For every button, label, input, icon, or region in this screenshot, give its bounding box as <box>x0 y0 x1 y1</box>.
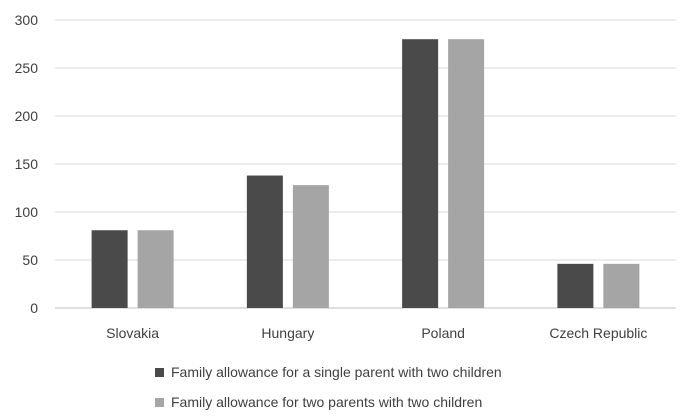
y-axis-tick-labels: 0 50 100 150 200 250 300 <box>15 12 39 316</box>
bar-hungary-series-2 <box>292 185 329 308</box>
legend-label-single-parent: Family allowance for a single parent wit… <box>171 364 502 380</box>
y-tick-label: 300 <box>15 12 39 28</box>
bar-slovakia-series-1 <box>91 230 128 308</box>
y-tick-label: 100 <box>15 204 39 220</box>
bar-chart: 0 50 100 150 200 250 300 Slovakia Hungary Poland… <box>15 12 676 341</box>
x-category-label: Slovakia <box>106 325 159 341</box>
y-tick-label: 250 <box>15 60 39 76</box>
legend: Family allowance for a single parent wit… <box>155 360 502 420</box>
bar-czech-republic-series-2 <box>603 263 640 308</box>
legend-item-single-parent: Family allowance for a single parent wit… <box>155 360 502 384</box>
x-axis-category-labels: Slovakia Hungary Poland Czech Republic <box>106 325 647 341</box>
bar-czech-republic-series-1 <box>557 263 594 308</box>
y-tick-label: 0 <box>30 300 38 316</box>
bar-slovakia-series-2 <box>137 230 174 308</box>
bar-poland-series-2 <box>448 39 485 308</box>
x-category-label: Hungary <box>261 325 314 341</box>
y-tick-label: 200 <box>15 108 39 124</box>
legend-item-two-parents: Family allowance for two parents with tw… <box>155 390 502 414</box>
legend-swatch-two-parents <box>155 397 164 407</box>
x-category-label: Czech Republic <box>549 325 647 341</box>
y-tick-label: 150 <box>15 156 39 172</box>
bars <box>91 39 640 308</box>
bar-hungary-series-1 <box>246 175 283 308</box>
legend-label-two-parents: Family allowance for two parents with tw… <box>171 394 483 410</box>
x-category-label: Poland <box>421 325 465 341</box>
y-tick-label: 50 <box>22 252 38 268</box>
legend-swatch-single-parent <box>155 367 164 377</box>
bar-poland-series-1 <box>402 39 439 308</box>
